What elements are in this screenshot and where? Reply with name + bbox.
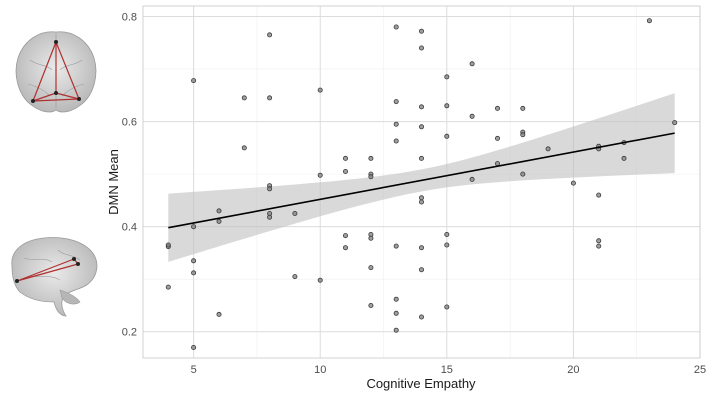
data-point — [418, 199, 424, 205]
data-point — [418, 45, 424, 51]
data-point — [444, 103, 450, 109]
data-point — [267, 32, 273, 38]
data-point — [191, 270, 197, 276]
data-point — [342, 168, 348, 174]
data-point — [393, 138, 399, 144]
data-point — [621, 155, 627, 161]
data-point — [393, 121, 399, 127]
data-point — [444, 74, 450, 80]
data-point — [342, 233, 348, 239]
data-point — [469, 61, 475, 67]
data-point — [393, 243, 399, 249]
data-point — [418, 28, 424, 34]
data-point — [292, 210, 298, 216]
panel-border — [142, 5, 701, 359]
x-tick-label: 10 — [314, 364, 326, 376]
y-tick-label: 0.8 — [122, 12, 137, 24]
data-point — [191, 258, 197, 264]
data-point — [368, 235, 374, 241]
data-point — [368, 265, 374, 271]
data-point — [494, 161, 500, 167]
data-points — [165, 18, 678, 350]
y-tick-label: 0.6 — [122, 117, 137, 129]
y-axis-ticks: 0.2 0.4 0.6 0.8 — [122, 12, 137, 339]
x-tick-label: 20 — [567, 364, 579, 376]
data-point — [393, 296, 399, 302]
data-point — [418, 155, 424, 161]
data-point — [418, 195, 424, 201]
data-point — [418, 124, 424, 130]
data-point — [191, 344, 197, 350]
data-point — [545, 146, 551, 152]
brain-sagittal-inset — [11, 237, 98, 317]
data-point — [646, 18, 652, 24]
data-point — [672, 120, 678, 126]
x-axis-title: Cognitive Empathy — [366, 376, 476, 391]
data-point — [393, 99, 399, 105]
data-point — [267, 214, 273, 220]
axial-network-edges — [32, 41, 80, 102]
data-point — [520, 171, 526, 177]
data-point — [418, 267, 424, 273]
y-axis-title: DMN Mean — [106, 149, 121, 215]
data-point — [317, 172, 323, 178]
y-tick-label: 0.4 — [122, 222, 137, 234]
data-point — [317, 87, 323, 93]
data-point — [596, 238, 602, 244]
data-point — [317, 277, 323, 283]
data-point — [596, 192, 602, 198]
confidence-band — [168, 93, 675, 262]
plot-panel — [142, 5, 701, 359]
data-point — [216, 218, 222, 224]
data-point — [165, 284, 171, 290]
data-point — [494, 135, 500, 141]
data-point — [267, 95, 273, 101]
data-point — [241, 95, 247, 101]
data-point — [216, 311, 222, 317]
regression-line — [168, 132, 675, 229]
x-tick-label: 25 — [694, 364, 706, 376]
data-point — [444, 231, 450, 237]
sagittal-network-nodes — [15, 257, 80, 283]
data-point — [393, 310, 399, 316]
data-point — [368, 302, 374, 308]
data-point — [494, 105, 500, 111]
data-point — [469, 113, 475, 119]
data-point — [444, 242, 450, 248]
data-point — [393, 327, 399, 333]
x-tick-label: 15 — [441, 364, 453, 376]
data-point — [191, 224, 197, 230]
data-point — [393, 24, 399, 30]
x-tick-label: 5 — [191, 364, 197, 376]
brain-axial-inset — [15, 31, 97, 113]
data-point — [418, 245, 424, 251]
data-point — [342, 155, 348, 161]
data-point — [596, 243, 602, 249]
data-point — [191, 78, 197, 84]
data-point — [418, 104, 424, 110]
brain-sagittal-icon — [11, 237, 98, 317]
data-point — [469, 176, 475, 182]
data-point — [570, 180, 576, 186]
data-point — [216, 208, 222, 214]
data-point — [520, 132, 526, 138]
data-point — [165, 242, 171, 248]
data-point — [368, 174, 374, 180]
data-point — [342, 245, 348, 251]
data-point — [444, 304, 450, 310]
y-tick-label: 0.2 — [122, 327, 137, 339]
data-point — [368, 155, 374, 161]
data-point — [418, 314, 424, 320]
x-axis-ticks: 5 10 15 20 25 — [191, 364, 707, 376]
data-point — [520, 105, 526, 111]
axial-network-nodes — [31, 40, 81, 103]
data-point — [444, 133, 450, 139]
data-point — [267, 186, 273, 192]
data-point — [292, 274, 298, 280]
data-point — [241, 145, 247, 151]
